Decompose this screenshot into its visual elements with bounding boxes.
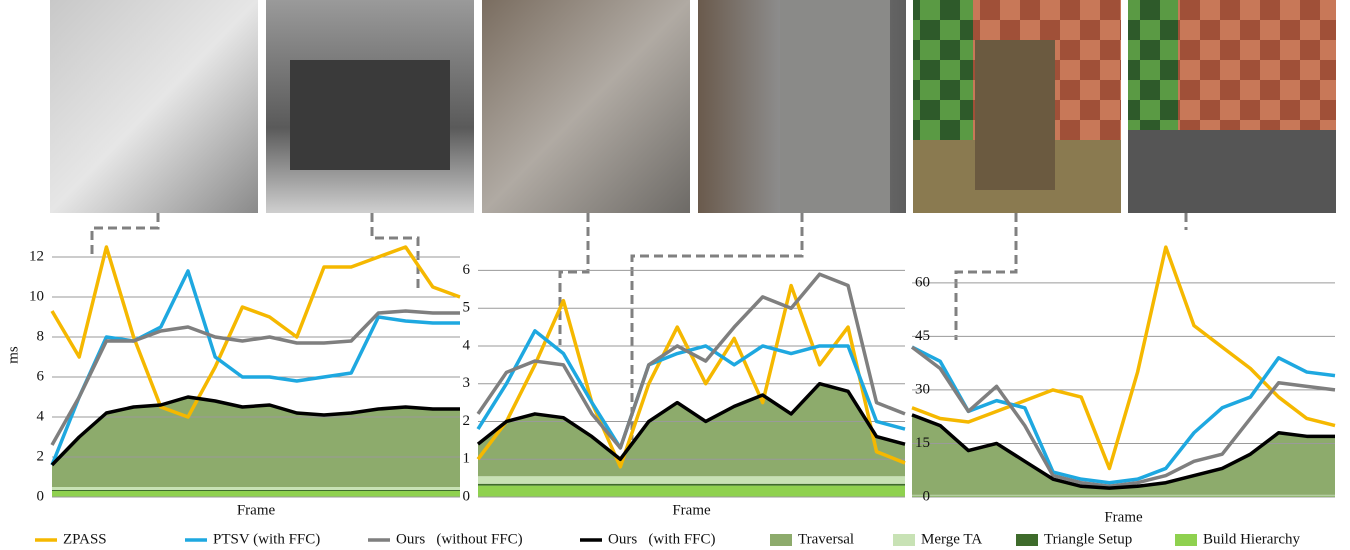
legend-label: Merge TA	[921, 531, 982, 547]
legend-label: Traversal	[798, 531, 854, 547]
y-tick-label: 4	[37, 408, 45, 424]
y-tick-label: 15	[915, 435, 930, 451]
chart: 0 15 30 45 60 Frame	[912, 247, 1335, 525]
charts: 024681012Framems0123456Frame015304560Fra…	[5, 247, 1335, 525]
scene-image	[50, 0, 258, 213]
stacked-area	[912, 495, 1335, 496]
legend-label: Triangle Setup	[1044, 531, 1132, 547]
fur-block	[975, 40, 1055, 190]
y-tick-label: 5	[463, 300, 471, 316]
y-tick-label: 0	[463, 488, 471, 504]
connector	[560, 213, 588, 345]
stacked-area	[52, 491, 460, 497]
y-tick-label: 6	[463, 262, 471, 278]
stacked-area	[478, 484, 905, 486]
legend-swatch	[1175, 534, 1197, 546]
stacked-area	[478, 384, 905, 477]
y-tick-label: 30	[915, 381, 930, 397]
y-axis-label: ms	[5, 346, 21, 364]
legend: ZPASS PTSV (with FFC) Ours (without FFC) Ou…	[35, 531, 1301, 547]
legend-label: Build Hierarchy	[1203, 531, 1301, 547]
gate-shape	[290, 60, 450, 170]
legend-swatch	[893, 534, 915, 546]
y-tick-label: 12	[29, 248, 44, 264]
legend-label: PTSV (with FFC)	[213, 531, 320, 547]
y-tick-label: 60	[915, 274, 930, 290]
y-tick-label: 1	[463, 451, 471, 467]
stacked-area	[478, 486, 905, 497]
y-tick-label: 2	[37, 448, 45, 464]
y-tick-label: 8	[37, 328, 45, 344]
y-tick-label: 4	[463, 337, 471, 353]
stacked-area	[52, 487, 460, 490]
tower-shape	[780, 0, 890, 213]
y-tick-label: 0	[37, 488, 45, 504]
y-tick-label: 6	[37, 368, 45, 384]
y-tick-label: 2	[463, 413, 471, 429]
floor	[1128, 130, 1336, 213]
stacked-area	[52, 490, 460, 491]
y-tick-label: 0	[923, 488, 931, 504]
legend-label: ZPASS	[63, 531, 107, 547]
line-series	[52, 247, 460, 417]
thumbnails	[50, 0, 1336, 213]
x-axis-label: Frame	[672, 502, 711, 518]
y-tick-label: 10	[29, 288, 44, 304]
line-series	[912, 247, 1335, 468]
legend-swatch	[770, 534, 792, 546]
legend-swatch	[1016, 534, 1038, 546]
stacked-area	[478, 476, 905, 484]
connector	[956, 213, 1016, 340]
legend-label: Ours (with FFC)	[608, 531, 716, 547]
legend-label: Ours (without FFC)	[396, 531, 523, 547]
x-axis-label: Frame	[237, 502, 276, 518]
y-tick-label: 3	[463, 375, 471, 391]
chart: 0 2 4 6 8 10 12 Frame ms	[5, 247, 460, 518]
figure: 024681012Framems0123456Frame015304560Fra…	[0, 0, 1350, 550]
scene-image	[482, 0, 690, 213]
y-tick-label: 45	[915, 328, 930, 344]
x-axis-label: Frame	[1104, 509, 1143, 525]
chart: 0 1 2 3 4 5 6 Frame	[463, 262, 906, 519]
connector	[92, 213, 158, 258]
